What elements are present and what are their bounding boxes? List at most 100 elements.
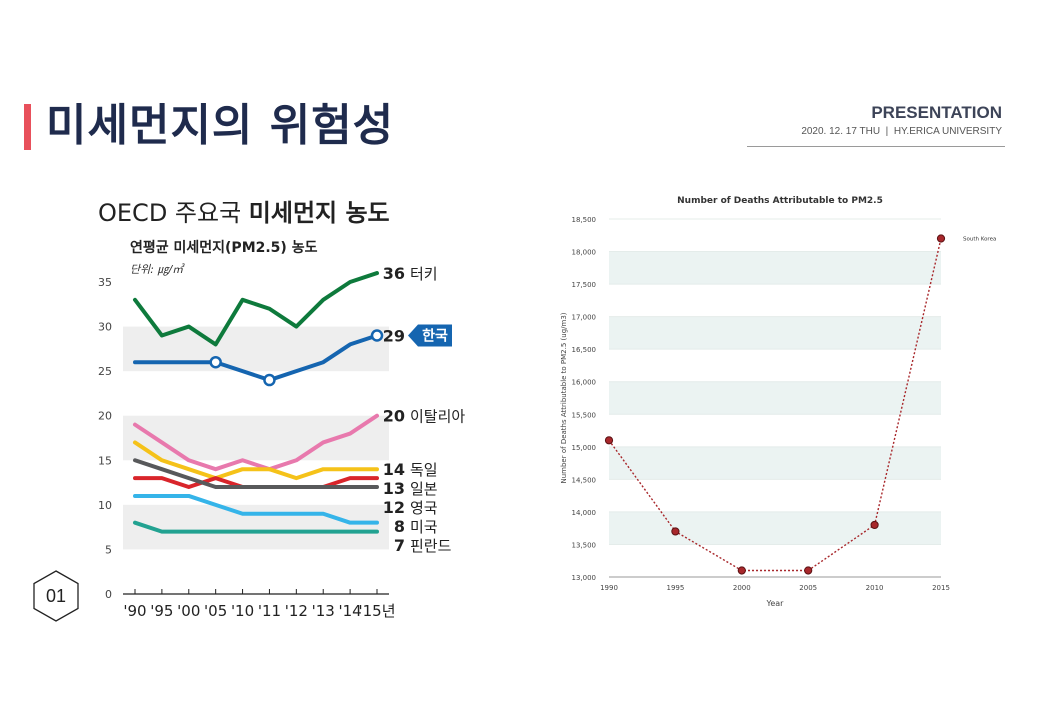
x-axis-label: Year [766,599,785,608]
left-chart-title-light: OECD 주요국 [98,199,249,227]
hexagon-icon [33,570,79,622]
series-end-name: 영국 [410,499,438,517]
y-tick-label: 10 [98,499,112,512]
x-tick-label: 2000 [733,584,751,592]
series-end-name: 핀란드 [410,537,452,555]
series-line-독일 [133,440,379,481]
subtitle-separator: | [885,126,889,137]
data-point [936,234,946,243]
x-tick-label: '95 [150,602,173,620]
series-end-value: 7 [394,536,405,555]
grid-band [609,381,941,415]
grid-band [609,316,941,350]
series-end-value: 36 [383,264,405,283]
y-tick-label: 15,000 [572,444,597,452]
series-line-이탈리아 [133,413,379,472]
right-chart-title: Number of Deaths Attributable to PM2.5 [677,196,883,206]
series-end-value: 12 [383,498,405,517]
y-tick-label: 17,000 [572,314,597,322]
y-tick-label: 14,500 [572,476,597,484]
y-tick-label: 18,500 [572,216,597,224]
grid-band [123,504,389,550]
presentation-label: PRESENTATION [871,103,1002,122]
series-end-name: 미국 [410,518,438,536]
series-end-name: 일본 [410,480,438,498]
data-point [671,527,680,536]
y-tick-label: 15 [98,454,112,467]
x-tick-label: '10 [231,602,254,620]
y-tick-label: 25 [98,365,112,378]
series-end-value: 13 [383,479,405,498]
data-point [870,520,879,530]
y-tick-label: 20 [98,410,112,423]
y-tick-label: 14,000 [572,509,597,517]
series-line-한국 [133,333,379,383]
x-tick-label: 2010 [866,584,884,592]
presentation-org: HY.ERICA UNIVERSITY [893,126,1002,137]
series-end-label: 20 이탈리아 [383,407,466,426]
x-tick-label: 1995 [666,584,684,592]
y-tick-label: 30 [98,321,112,334]
x-tick-label: '14 [339,602,362,620]
grid-band [609,251,941,285]
y-axis-label: Number of Deaths Attributable to PM2.5 (… [560,312,568,483]
x-tick-label: 2005 [799,584,817,592]
data-point-marker [209,355,222,369]
x-tick-label: '05 [204,602,227,620]
y-tick-label: 17,500 [572,281,597,289]
series-line-미국 [133,493,379,525]
grid-band [609,511,941,545]
y-tick-label: 18,000 [572,249,597,257]
x-tick-label: '15년 [358,602,395,620]
y-tick-label: 15,500 [572,411,597,419]
x-tick-label: '11 [258,602,281,620]
series-end-label: 8 미국 [394,517,438,536]
series-end-label: 13 일본 [383,479,438,498]
series-line-핀란드 [133,520,379,534]
series-end-name: 독일 [410,461,438,479]
page-number-badge: 01 [33,570,79,622]
series-end-label: 29 한국 [383,324,452,347]
series-end-name: 이탈리아 [410,408,465,426]
left-chart-unit: 단위: ㎍/㎥ [130,263,185,276]
data-point [804,566,813,575]
highlight-tag-icon [408,324,452,347]
deaths-pm-chart: Number of Deaths Attributable to PM2.5 13… [560,196,996,608]
x-tick-label: 1990 [600,584,618,592]
x-tick-label: '13 [312,602,335,620]
x-tick-label: '00 [177,602,200,620]
y-tick-label: 5 [105,543,112,556]
left-chart-subtitle: 연평균 미세먼지(PM2.5) 농도 [130,239,318,256]
series-end-value: 20 [383,407,405,426]
series-line-터키 [133,271,379,347]
series-end-label: 7 핀란드 [394,536,452,555]
y-tick-label: 13,000 [572,574,597,582]
series-end-label: 12 영국 [383,498,438,517]
series-line-south-korea [608,238,942,572]
x-tick-label: 2015 [932,584,950,592]
data-point-marker [370,329,384,342]
y-tick-label: 0 [105,588,112,601]
page-number: 01 [46,586,66,606]
y-tick-label: 16,500 [572,346,597,354]
x-tick-label: '12 [285,602,308,620]
series-end-name: 터키 [410,265,438,283]
slide-title: 미세먼지의 위험성 [46,100,395,151]
y-tick-label: 35 [98,276,112,289]
series-end-name: 한국 [422,328,448,344]
left-chart-title-bold: 미세먼지 농도 [249,199,390,227]
presentation-subtitle: 2020. 12. 17 THU | HY.ERICA UNIVERSITY [801,126,1002,137]
series-end-value: 14 [383,460,405,479]
series-end-label: 36 터키 [383,264,438,283]
header-divider [747,146,1005,147]
data-point [737,566,746,575]
y-tick-label: 13,500 [572,541,597,549]
x-tick-label: '90 [123,602,146,620]
data-point [604,436,614,445]
series-end-label: 14 독일 [383,460,438,479]
grid-band [123,415,389,461]
data-point-marker [263,373,276,387]
series-label-south-korea: South Korea [963,237,996,243]
title-accent-bar [24,104,31,150]
